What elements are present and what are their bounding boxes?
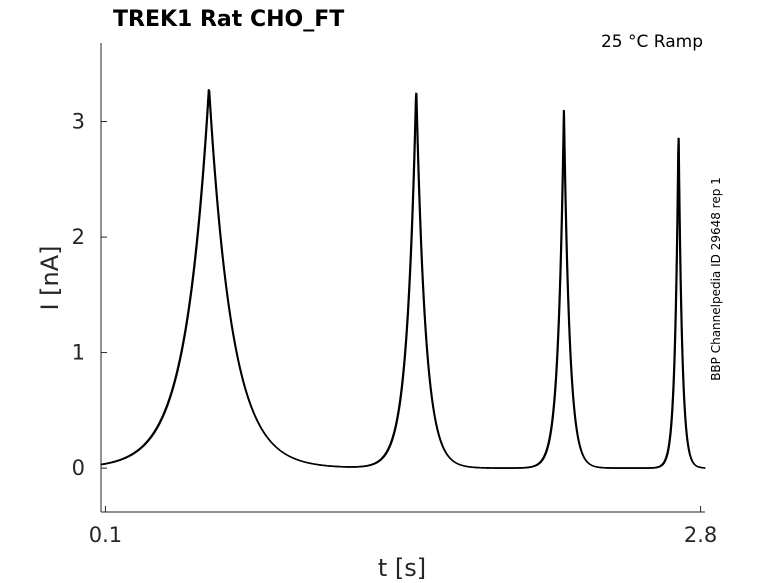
side-label: BBP Channelpedia ID 29648 rep 1 [709, 177, 723, 381]
x-ticks: 0.1 2.8 [89, 506, 717, 547]
current-trace [101, 89, 706, 469]
y-tick-label: 2 [72, 225, 85, 249]
y-tick-label: 1 [72, 341, 85, 365]
x-axis-label: t [s] [378, 554, 426, 582]
y-axis-label: I [nA] [36, 245, 64, 310]
x-tick-label: 2.8 [684, 523, 717, 547]
plot-area [100, 89, 706, 469]
y-ticks: 0 1 2 3 [72, 110, 107, 480]
y-tick-label: 3 [72, 110, 85, 134]
chart-title: TREK1 Rat CHO_FT [113, 7, 344, 32]
current-trace [100, 89, 706, 469]
y-tick-label: 0 [72, 456, 85, 480]
condition-label: 25 °C Ramp [601, 32, 703, 52]
current-trace [100, 89, 705, 469]
x-tick-label: 0.1 [89, 523, 122, 547]
